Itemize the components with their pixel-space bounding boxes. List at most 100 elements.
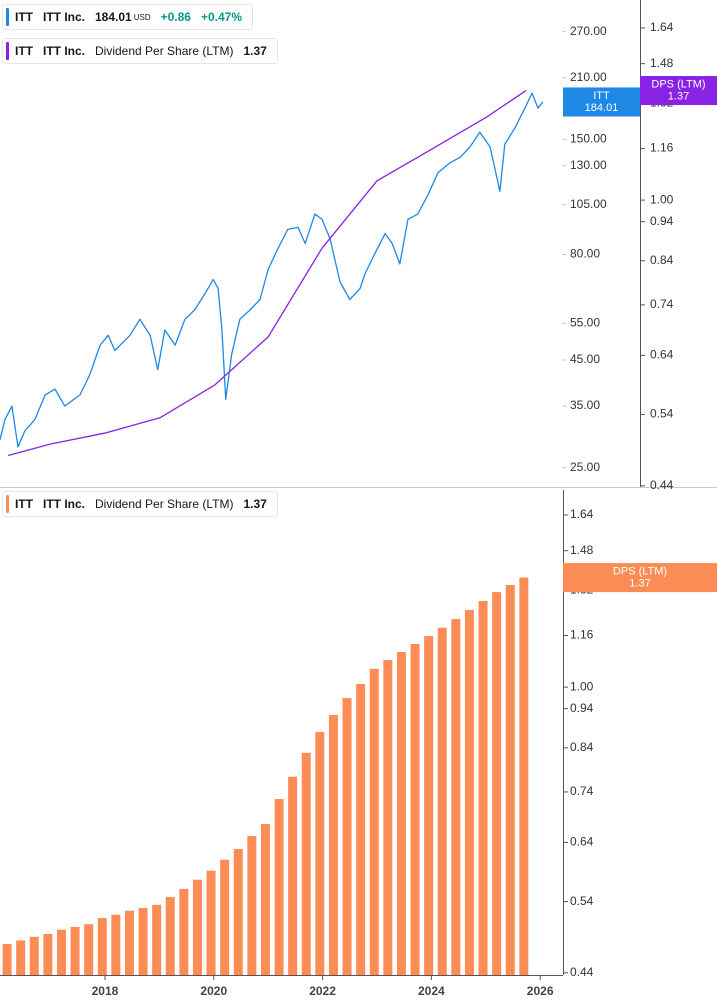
y-tick-label: 150.00: [570, 132, 607, 146]
y2-tick-label: 1.48: [650, 56, 674, 70]
bar: [315, 732, 325, 975]
legend-series-name: Dividend Per Share (LTM): [95, 497, 234, 511]
series-line: [0, 92, 544, 448]
bar: [519, 577, 529, 975]
badge-label: ITT: [593, 90, 610, 102]
bar: [165, 897, 175, 975]
legend-value: 184.01: [95, 10, 132, 24]
y2-tick-label: 1.16: [650, 141, 674, 155]
legend-symbol: ITT: [15, 10, 33, 24]
bar: [206, 870, 216, 975]
y2-tick-label: 1.64: [650, 20, 674, 34]
bar: [84, 924, 94, 975]
badge-value: 1.37: [668, 90, 689, 102]
bar: [451, 619, 461, 975]
bar: [124, 910, 134, 975]
bar: [396, 652, 406, 975]
legend: ITT ITT Inc. Dividend Per Share (LTM) 1.…: [2, 38, 278, 64]
legend-change: +0.86: [160, 10, 191, 24]
bar: [16, 940, 26, 975]
bar: [437, 627, 447, 975]
price-badge: [563, 563, 717, 593]
legend: ITT ITT Inc. 184.01 USD +0.86 +0.47%: [2, 4, 254, 30]
y-tick-label: 130.00: [570, 158, 607, 172]
bar: [29, 936, 39, 975]
y-tick-label: 0.64: [570, 835, 594, 849]
legend: ITT ITT Inc. Dividend Per Share (LTM) 1.…: [2, 491, 278, 517]
bar: [464, 610, 474, 975]
y-tick-label: 25.00: [570, 460, 600, 474]
y2-tick-label: 1.00: [650, 192, 674, 206]
y2-tick-label: 0.64: [650, 348, 674, 362]
badge-label: DPS (LTM): [613, 565, 667, 577]
bar: [383, 660, 393, 975]
x-tick-label: 2024: [418, 984, 445, 998]
bar: [478, 600, 488, 975]
y-tick-label: 0.84: [570, 740, 594, 754]
y-tick-label: 210.00: [570, 70, 607, 84]
y-tick-label: 45.00: [570, 352, 600, 366]
series-line: [7, 89, 527, 457]
legend-company: ITT Inc.: [43, 10, 85, 24]
legend-swatch: [6, 8, 9, 26]
price-badge: [640, 76, 717, 106]
legend-company: ITT Inc.: [43, 44, 85, 58]
bar: [288, 776, 298, 975]
y-tick-label: 1.64: [570, 507, 594, 521]
bar: [356, 684, 366, 975]
y-tick-label: 270.00: [570, 24, 607, 38]
bar: [274, 799, 284, 975]
y-tick-label: 0.74: [570, 784, 594, 798]
x-tick-label: 2020: [200, 984, 227, 998]
y-tick-label: 0.44: [570, 965, 594, 979]
y-tick-label: 1.00: [570, 679, 594, 693]
bar: [2, 944, 12, 975]
legend-value: 1.37: [243, 44, 267, 58]
y-tick-label: 1.48: [570, 543, 594, 557]
y2-tick-label: 0.44: [650, 478, 674, 492]
legend-swatch: [6, 42, 9, 60]
price-badge: [563, 87, 640, 117]
bar: [410, 643, 420, 975]
bar: [43, 933, 53, 975]
legend-series-name: Dividend Per Share (LTM): [95, 44, 234, 58]
bar: [56, 929, 66, 975]
y2-tick-label: 0.74: [650, 297, 674, 311]
y2-tick-label: 0.84: [650, 253, 674, 267]
bar: [369, 668, 379, 975]
bar: [492, 592, 502, 975]
bar: [328, 715, 338, 975]
bar: [138, 908, 148, 975]
bar: [247, 835, 257, 975]
x-tick-label: 2018: [92, 984, 119, 998]
legend-currency: USD: [133, 12, 151, 22]
bar: [505, 585, 515, 975]
bar: [424, 636, 434, 975]
legend-change-percent: +0.47%: [200, 10, 243, 24]
badge-value: 1.37: [629, 577, 650, 589]
y-tick-label: 1.16: [570, 628, 594, 642]
y-tick-label: 80.00: [570, 247, 600, 261]
x-tick-label: 2022: [309, 984, 336, 998]
legend-symbol: ITT: [15, 44, 33, 58]
y-tick-label: 35.00: [570, 398, 600, 412]
legend-swatch: [6, 495, 9, 513]
x-tick-label: 2026: [527, 984, 554, 998]
bar: [192, 879, 202, 975]
y-tick-label: 0.54: [570, 894, 594, 908]
y-tick-label: 0.94: [570, 701, 594, 715]
y-tick-label: 55.00: [570, 315, 600, 329]
badge-value: 184.01: [585, 102, 619, 114]
legend-company: ITT Inc.: [43, 497, 85, 511]
bar: [70, 926, 80, 975]
legend-value: 1.37: [243, 497, 267, 511]
bar: [220, 859, 230, 975]
y-tick-label: 105.00: [570, 197, 607, 211]
bar: [97, 918, 107, 975]
bar: [152, 904, 162, 975]
y2-tick-label: 0.54: [650, 407, 674, 421]
bar: [301, 752, 311, 975]
legend-symbol: ITT: [15, 497, 33, 511]
